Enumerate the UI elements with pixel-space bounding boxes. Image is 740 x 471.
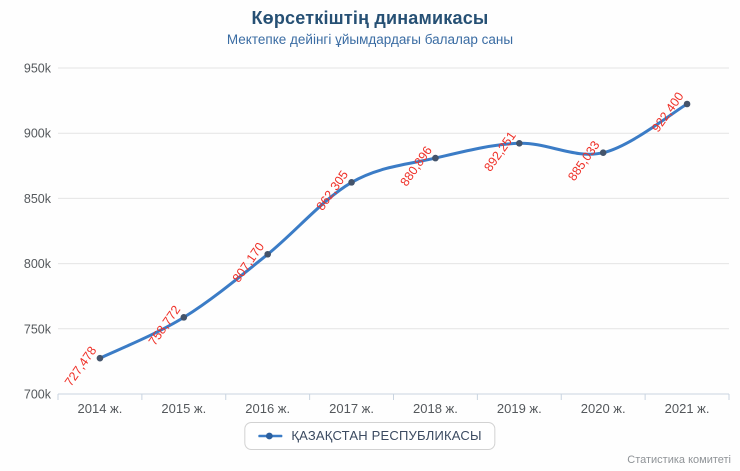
line-series-icon: [258, 432, 283, 439]
y-axis-label: 800k: [24, 257, 52, 271]
data-point-marker[interactable]: [96, 354, 104, 362]
legend-item-kazakhstan[interactable]: ҚАЗАҚСТАН РЕСПУБЛИКАСЫ: [244, 422, 496, 450]
series-line: [98, 102, 689, 360]
data-point-label: 727,478: [62, 344, 99, 389]
data-point-label: 922,400: [649, 90, 686, 135]
y-axis-label: 950k: [24, 62, 52, 76]
y-axis-label: 900k: [24, 127, 52, 141]
y-axis-label: 750k: [24, 322, 52, 336]
x-axis-label: 2019 ж.: [497, 401, 542, 416]
data-point-marker[interactable]: [516, 140, 523, 147]
credits-link[interactable]: Статистика комитеті: [627, 454, 731, 466]
data-point-label: 885,033: [565, 138, 602, 183]
data-point-marker[interactable]: [180, 314, 188, 321]
x-axis-label: 2021 ж.: [665, 401, 710, 416]
x-axis-label: 2015 ж.: [161, 401, 206, 416]
y-axis-label: 850k: [24, 192, 52, 206]
data-point-marker[interactable]: [348, 179, 355, 186]
data-point-label: 862,305: [314, 168, 351, 213]
data-point-label: 880,896: [398, 144, 435, 189]
y-axis-label: 700k: [24, 388, 52, 402]
data-point-label: 807,170: [230, 240, 267, 285]
data-point-marker[interactable]: [264, 250, 271, 258]
legend-label: ҚАЗАҚСТАН РЕСПУБЛИКАСЫ: [291, 428, 482, 443]
data-point-marker[interactable]: [599, 149, 607, 157]
data-point-marker[interactable]: [683, 100, 691, 108]
chart-title: Көрсеткіштің динамикасы: [251, 8, 489, 28]
data-point-marker[interactable]: [432, 154, 439, 162]
x-axis-label: 2020 ж.: [581, 401, 626, 416]
data-point-label: 892,251: [481, 129, 518, 174]
x-axis-label: 2017 ж.: [329, 401, 374, 416]
x-axis-label: 2014 ж.: [78, 401, 123, 416]
chart-subtitle: Мектепке дейінгі ұйымдардағы балалар сан…: [226, 32, 514, 47]
data-point-label: 758,772: [146, 303, 183, 348]
x-axis-label: 2018 ж.: [413, 401, 458, 416]
x-axis-label: 2016 ж.: [245, 401, 290, 416]
